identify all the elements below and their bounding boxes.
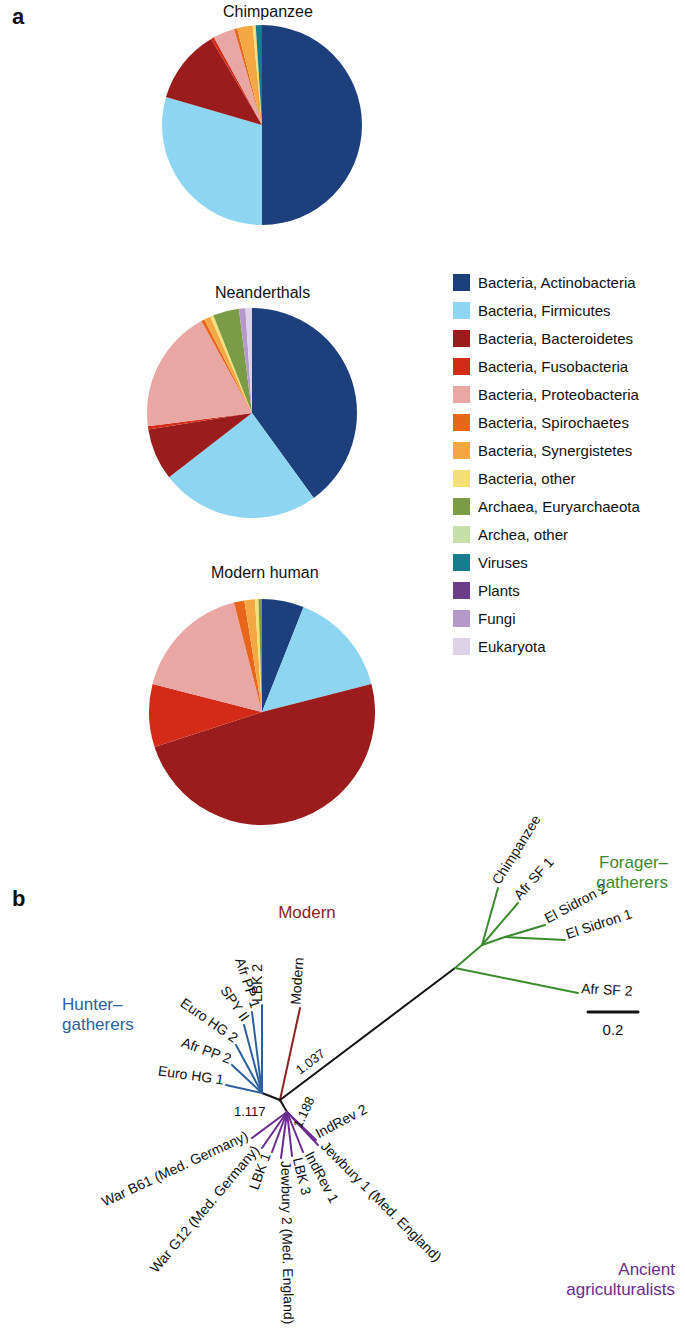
svg-text:0.2: 0.2 — [603, 1021, 624, 1038]
svg-text:Afr PP 1: Afr PP 1 — [232, 956, 263, 1010]
svg-text:a: a — [12, 4, 25, 29]
svg-text:Hunter–: Hunter– — [62, 995, 123, 1014]
svg-text:Eukaryota: Eukaryota — [478, 638, 546, 655]
svg-text:Modern: Modern — [287, 957, 306, 1005]
svg-text:gatherers: gatherers — [62, 1015, 134, 1034]
svg-text:agriculturalists: agriculturalists — [566, 1280, 675, 1299]
svg-text:Chimpanzee: Chimpanzee — [489, 812, 544, 887]
svg-text:War B61 (Med. Germany): War B61 (Med. Germany) — [99, 1127, 251, 1209]
svg-text:Bacteria, Synergistetes: Bacteria, Synergistetes — [478, 442, 632, 459]
svg-text:b: b — [12, 886, 25, 911]
svg-text:IndRev 2: IndRev 2 — [313, 1101, 370, 1142]
svg-text:Archaea, Euryarchaeota: Archaea, Euryarchaeota — [478, 498, 640, 515]
svg-text:Modern: Modern — [278, 903, 336, 922]
svg-text:1.037: 1.037 — [293, 1046, 328, 1078]
svg-text:Bacteria, Spirochaetes: Bacteria, Spirochaetes — [478, 414, 629, 431]
svg-text:Archea, other: Archea, other — [478, 526, 568, 543]
svg-text:Jewbury 2 (Med. England): Jewbury 2 (Med. England) — [278, 1161, 297, 1325]
svg-text:El Sidron 2: El Sidron 2 — [542, 880, 610, 926]
svg-text:Bacteria, Actinobacteria: Bacteria, Actinobacteria — [478, 274, 636, 291]
svg-text:SPY II: SPY II — [217, 983, 253, 1024]
svg-text:Modern human: Modern human — [211, 564, 319, 581]
svg-text:Viruses: Viruses — [478, 554, 528, 571]
svg-text:Bacteria, Fusobacteria: Bacteria, Fusobacteria — [478, 358, 629, 375]
svg-text:Afr SF 1: Afr SF 1 — [510, 854, 556, 903]
svg-text:Bacteria, Firmicutes: Bacteria, Firmicutes — [478, 302, 611, 319]
svg-text:Afr PP 2: Afr PP 2 — [179, 1034, 233, 1067]
svg-text:1.188: 1.188 — [290, 1094, 317, 1130]
svg-text:Plants: Plants — [478, 582, 520, 599]
svg-text:Fungi: Fungi — [478, 610, 516, 627]
svg-text:Neanderthals: Neanderthals — [215, 284, 310, 301]
svg-text:LBK 2: LBK 2 — [249, 964, 265, 1002]
svg-text:Bacteria, other: Bacteria, other — [478, 470, 576, 487]
svg-text:gatherers: gatherers — [596, 873, 668, 892]
svg-text:Bacteria, Bacteroidetes: Bacteria, Bacteroidetes — [478, 330, 633, 347]
svg-text:Afr SF 2: Afr SF 2 — [581, 980, 633, 999]
svg-text:Euro HG 1: Euro HG 1 — [157, 1063, 225, 1088]
svg-text:LBK 1: LBK 1 — [246, 1150, 274, 1192]
svg-text:El Sidron 1: El Sidron 1 — [564, 905, 634, 941]
svg-text:IndRev 1: IndRev 1 — [302, 1149, 343, 1206]
svg-text:War G12 (Med. Germany): War G12 (Med. Germany) — [146, 1142, 262, 1276]
svg-text:Euro HG 2: Euro HG 2 — [178, 995, 242, 1046]
svg-text:LBK 3: LBK 3 — [290, 1156, 315, 1197]
svg-text:1.117: 1.117 — [234, 1104, 266, 1119]
svg-text:Forager–: Forager– — [599, 853, 669, 872]
svg-text:Chimpanzee: Chimpanzee — [223, 3, 313, 20]
svg-text:Bacteria, Proteobacteria: Bacteria, Proteobacteria — [478, 386, 640, 403]
svg-text:Ancient: Ancient — [618, 1260, 675, 1279]
svg-text:Jewbury 1 (Med. England): Jewbury 1 (Med. England) — [318, 1138, 445, 1265]
